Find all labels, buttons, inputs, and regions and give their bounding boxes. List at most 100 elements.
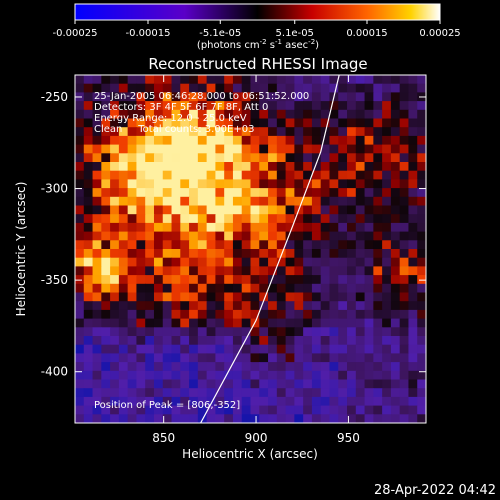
heatmap-cell — [180, 196, 190, 207]
heatmap-cell — [311, 327, 322, 337]
heatmap-cell — [180, 370, 190, 381]
heatmap-cell — [329, 362, 339, 372]
heatmap-cell — [171, 353, 181, 363]
heatmap-cell — [417, 318, 426, 328]
heatmap-cell — [92, 75, 102, 85]
heatmap-cell — [145, 249, 155, 259]
heatmap-cell — [215, 162, 225, 172]
heatmap-cell — [180, 275, 190, 285]
heatmap-cell — [171, 196, 181, 207]
heatmap-cell — [311, 83, 322, 93]
heatmap-cell — [329, 249, 339, 259]
heatmap-cell — [215, 188, 225, 198]
heatmap-cell — [285, 196, 295, 207]
heatmap-cell — [232, 309, 243, 320]
heatmap-cell — [206, 336, 217, 346]
heatmap-cell — [303, 353, 313, 363]
heatmap-cell — [303, 127, 313, 137]
heatmap-cell — [127, 379, 138, 389]
heatmap-cell — [92, 275, 102, 285]
heatmap-cell — [329, 370, 339, 381]
heatmap-cell — [285, 205, 295, 215]
heatmap-cell — [145, 109, 155, 120]
heatmap-cell — [329, 214, 339, 224]
heatmap-cell — [382, 370, 392, 381]
heatmap-cell — [75, 240, 85, 250]
heatmap-cell — [294, 396, 304, 407]
heatmap-cell — [224, 118, 234, 128]
heatmap-cell — [294, 135, 304, 146]
heatmap-cell — [276, 344, 287, 354]
heatmap-cell — [399, 414, 410, 423]
heatmap-cell — [294, 222, 304, 233]
heatmap-cell — [276, 162, 287, 172]
heatmap-cell — [303, 205, 313, 215]
heatmap-cell — [285, 309, 295, 320]
heatmap-cell — [417, 214, 426, 224]
heatmap-cell — [232, 257, 243, 267]
heatmap-cell — [311, 196, 322, 207]
heatmap-cell — [268, 170, 278, 180]
heatmap-cell — [118, 188, 129, 198]
y-tick-label: -350 — [41, 273, 68, 287]
heatmap-cell — [162, 362, 173, 372]
heatmap-cell — [206, 135, 217, 146]
heatmap-cell — [206, 144, 217, 154]
heatmap-cell — [268, 344, 278, 354]
heatmap-cell — [259, 153, 269, 163]
heatmap-cell — [118, 92, 129, 102]
heatmap-cell — [162, 240, 173, 250]
heatmap-cell — [364, 196, 374, 207]
heatmap-cell — [241, 266, 252, 276]
heatmap-cell — [180, 214, 190, 224]
colorbar — [74, 3, 441, 21]
heatmap-cell — [136, 388, 146, 398]
heatmap-cell — [206, 257, 217, 267]
heatmap-cell — [382, 83, 392, 93]
heatmap-cell — [75, 162, 85, 172]
heatmap-cell — [399, 83, 410, 93]
heatmap-cell — [224, 266, 234, 276]
heatmap-cell — [355, 188, 366, 198]
heatmap-cell — [206, 83, 217, 93]
heatmap-cell — [347, 231, 357, 241]
heatmap-cell — [162, 118, 173, 128]
heatmap-cell — [382, 109, 392, 120]
heatmap-cell — [110, 388, 120, 398]
heatmap-cell — [268, 257, 278, 267]
heatmap-cell — [136, 170, 146, 180]
heatmap-cell — [110, 353, 120, 363]
heatmap-cell — [364, 388, 374, 398]
heatmap-cell — [83, 179, 94, 189]
heatmap-cell — [75, 327, 85, 337]
heatmap-cell — [417, 231, 426, 241]
heatmap-cell — [232, 83, 243, 93]
heatmap-cell — [127, 83, 138, 93]
heatmap-cell — [215, 205, 225, 215]
heatmap-cell — [189, 205, 199, 215]
heatmap-cell — [417, 153, 426, 163]
heatmap-cell — [390, 196, 401, 207]
heatmap-cell — [408, 318, 418, 328]
heatmap-cell — [75, 396, 85, 407]
heatmap-cell — [338, 83, 348, 93]
heatmap-cell — [92, 379, 102, 389]
heatmap-cell — [390, 214, 401, 224]
heatmap-cell — [364, 309, 374, 320]
heatmap-cell — [92, 92, 102, 102]
heatmap-cell — [382, 301, 392, 311]
heatmap-cell — [364, 301, 374, 311]
heatmap-cell — [206, 92, 217, 102]
heatmap-cell — [347, 362, 357, 372]
axis-ticks: 850 900 950-250-300-350-400 — [41, 75, 426, 445]
heatmap-cell — [180, 414, 190, 423]
heatmap-cell — [373, 327, 383, 337]
heatmap-cell — [268, 153, 278, 163]
heatmap-cell — [303, 118, 313, 128]
heatmap-cell — [417, 75, 426, 85]
heatmap-cell — [162, 283, 173, 294]
heatmap-cell — [197, 344, 208, 354]
heatmap-cell — [373, 135, 383, 146]
heatmap-cell — [294, 231, 304, 241]
heatmap-cell — [206, 118, 217, 128]
